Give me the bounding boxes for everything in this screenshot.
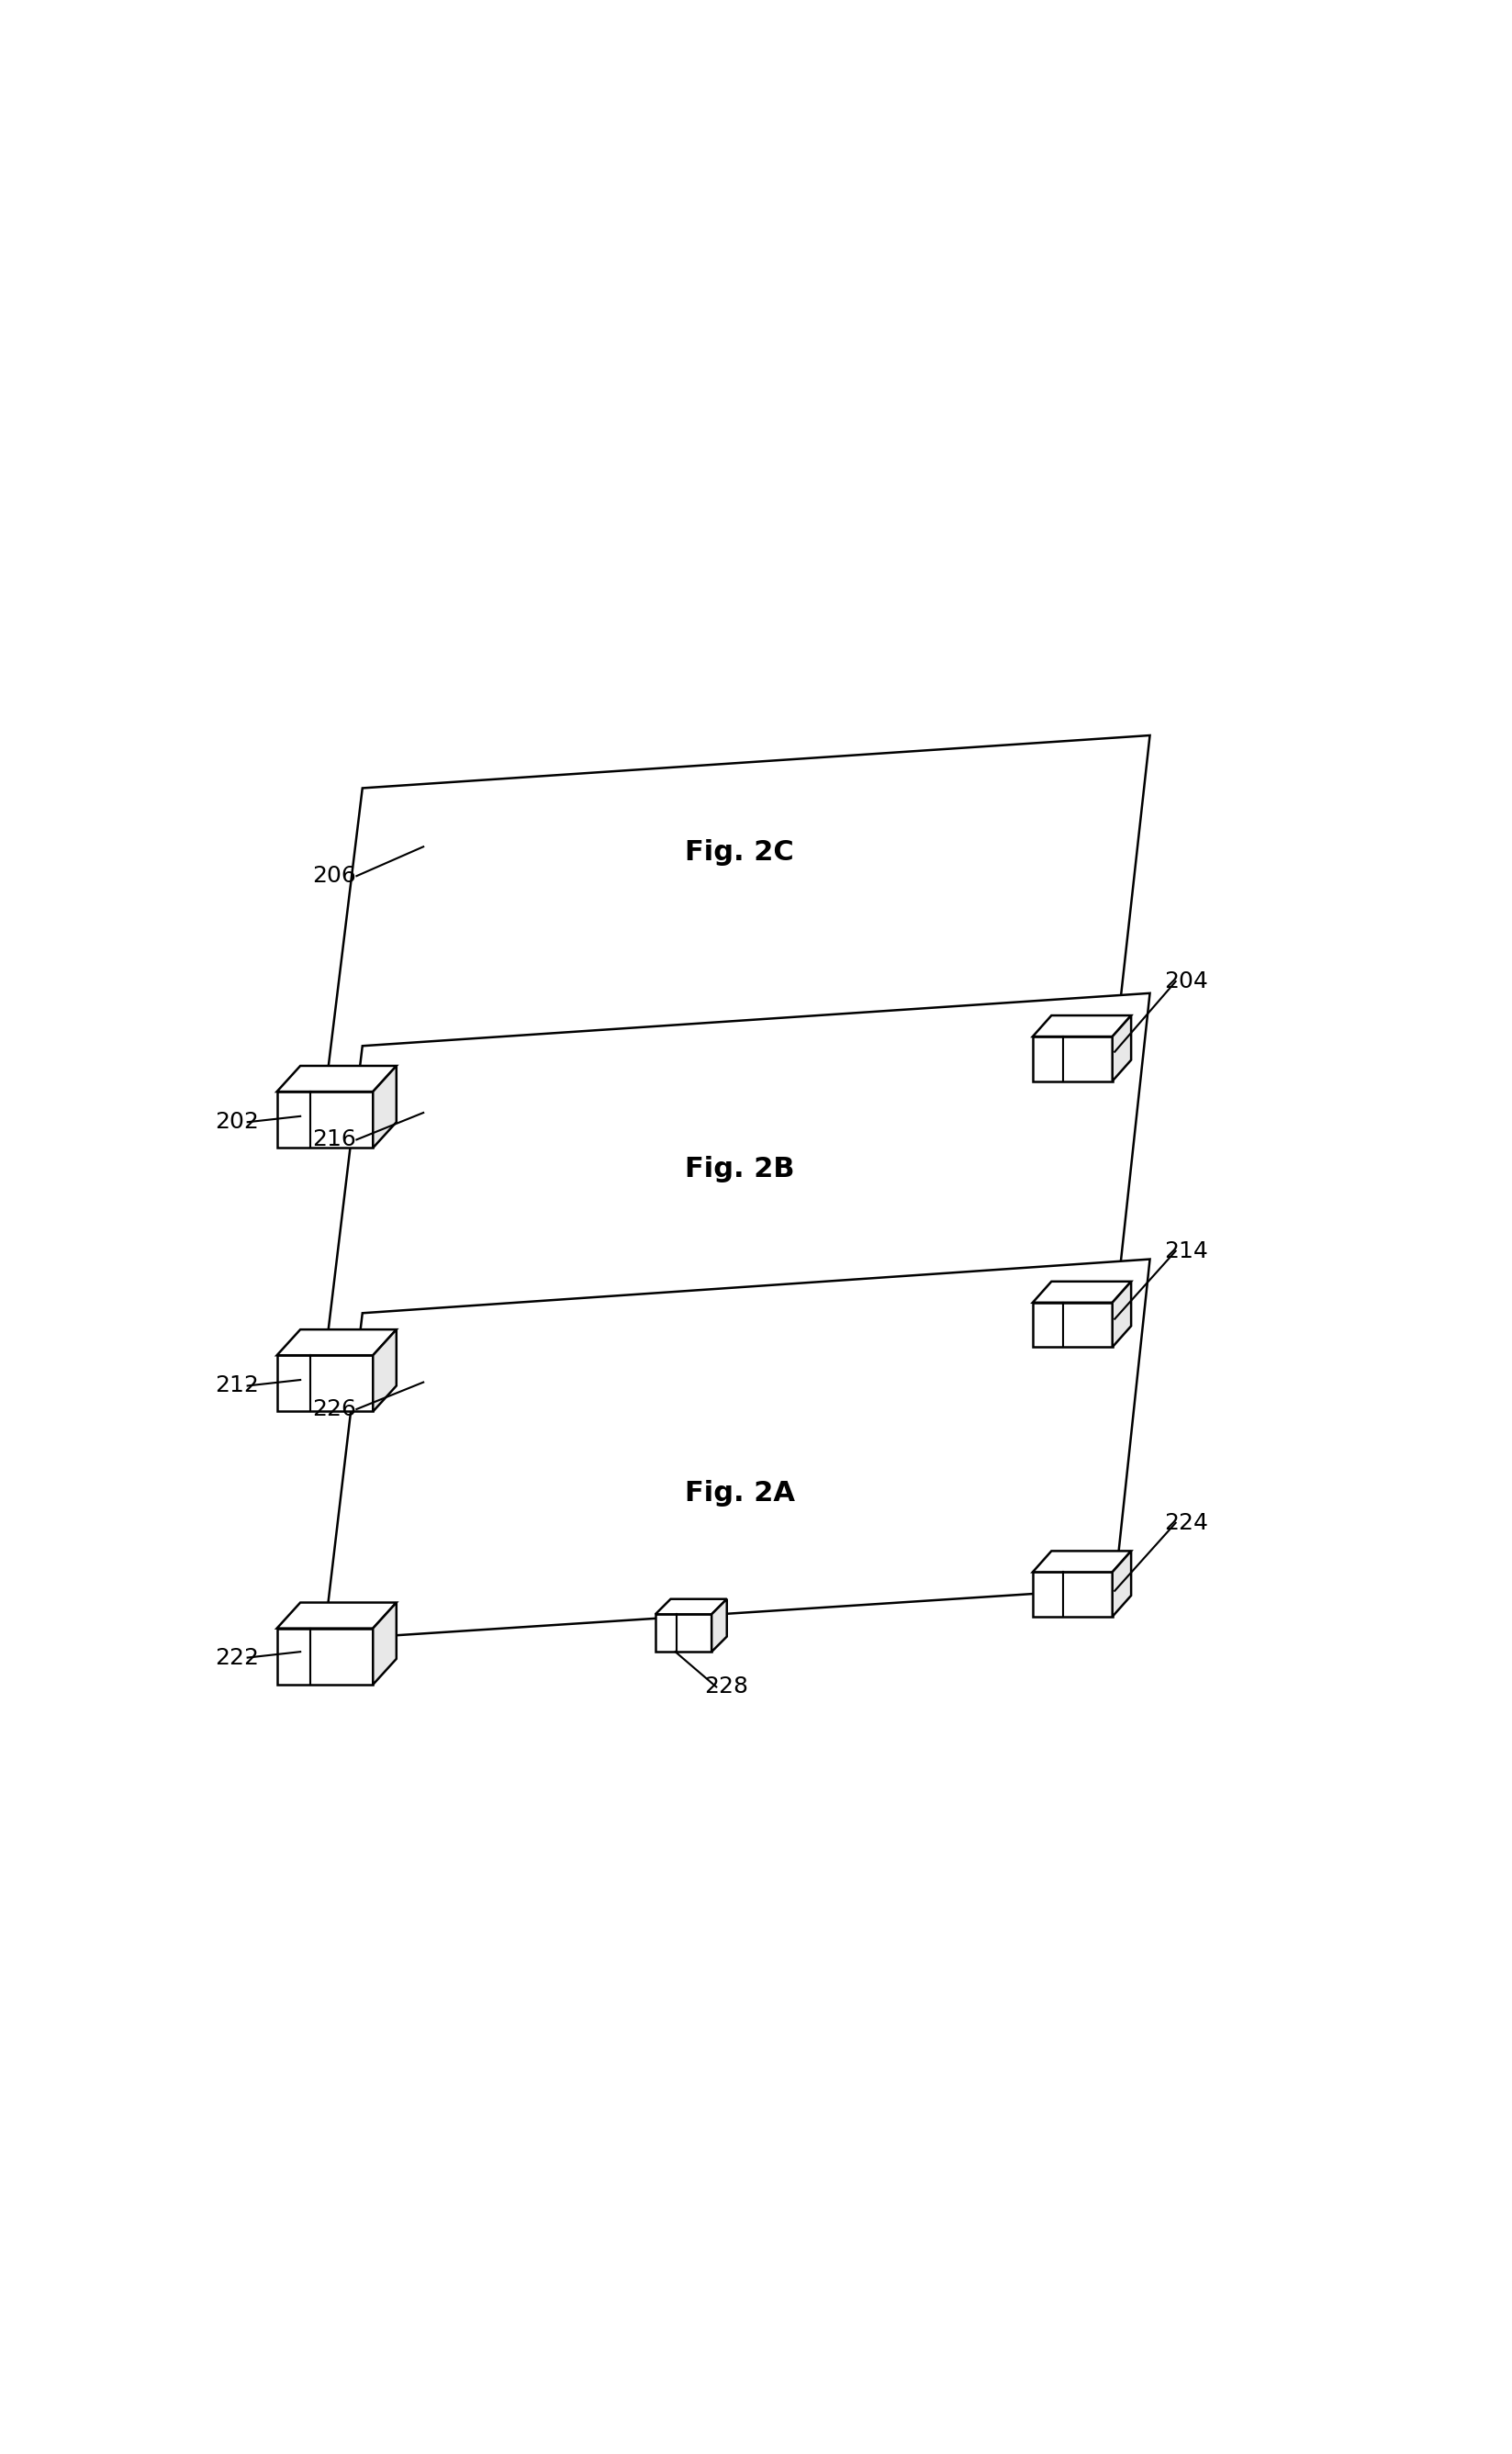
Polygon shape <box>1033 1016 1131 1036</box>
Polygon shape <box>277 1065 396 1092</box>
Polygon shape <box>1113 1016 1131 1082</box>
Polygon shape <box>277 1629 373 1683</box>
Polygon shape <box>655 1600 727 1615</box>
Polygon shape <box>373 1065 396 1148</box>
Polygon shape <box>1033 1281 1131 1303</box>
Text: Fig. 2C: Fig. 2C <box>685 839 794 866</box>
Text: 226: 226 <box>313 1399 357 1421</box>
Text: Fig. 2A: Fig. 2A <box>685 1480 795 1507</box>
Polygon shape <box>1033 1036 1113 1082</box>
Polygon shape <box>1033 1573 1113 1617</box>
Text: Fig. 2B: Fig. 2B <box>685 1156 795 1183</box>
Text: 204: 204 <box>1164 969 1208 991</box>
Text: 206: 206 <box>313 864 357 886</box>
Polygon shape <box>1113 1281 1131 1347</box>
Polygon shape <box>655 1615 712 1652</box>
Polygon shape <box>1033 1303 1113 1347</box>
Polygon shape <box>324 994 1151 1369</box>
Text: 222: 222 <box>215 1647 260 1669</box>
Text: 216: 216 <box>313 1129 357 1151</box>
Polygon shape <box>324 736 1151 1104</box>
Polygon shape <box>277 1330 396 1355</box>
Polygon shape <box>277 1602 396 1629</box>
Text: 212: 212 <box>215 1374 260 1396</box>
Text: 214: 214 <box>1164 1239 1208 1261</box>
Text: 228: 228 <box>705 1676 748 1698</box>
Polygon shape <box>712 1600 727 1652</box>
Polygon shape <box>277 1355 373 1411</box>
Text: 202: 202 <box>215 1112 260 1134</box>
Polygon shape <box>373 1602 396 1683</box>
Text: 224: 224 <box>1164 1512 1208 1534</box>
Polygon shape <box>1113 1551 1131 1617</box>
Polygon shape <box>277 1092 373 1148</box>
Polygon shape <box>324 1259 1151 1639</box>
Polygon shape <box>1033 1551 1131 1573</box>
Polygon shape <box>373 1330 396 1411</box>
